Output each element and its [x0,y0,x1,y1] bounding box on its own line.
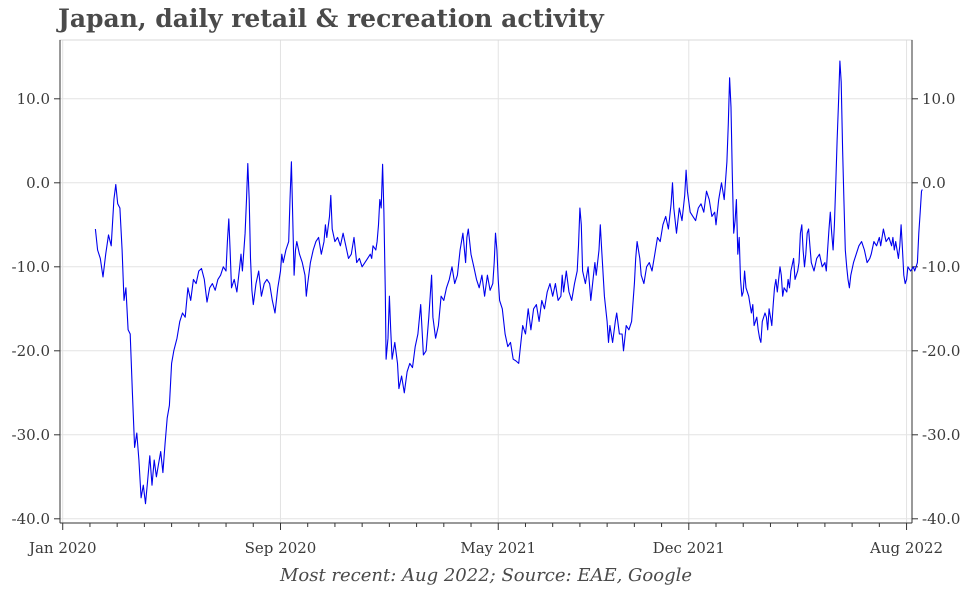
chart-footnote: Most recent: Aug 2022; Source: EAE, Goog… [279,565,693,586]
x-tick-label: Aug 2022 [869,539,943,557]
y-tick-label-left: -10.0 [12,258,50,276]
y-tick-label-right: 0.0 [922,174,946,192]
y-tick-label-left: 0.0 [26,174,50,192]
axes: 10.0 10.0 0.0 0.0 -10.0 -10.0 -20.0 -20.0 -30.0 -… [12,40,960,557]
y-tick-label-left: -20.0 [12,342,50,360]
y-tick-label-left: 10.0 [17,90,50,108]
y-tick-label-right: -10.0 [922,258,960,276]
plot-frame [59,39,913,524]
series-line [94,60,923,505]
y-tick-label-right: -30.0 [922,426,960,444]
y-tick-label-right: -20.0 [922,342,960,360]
x-tick-label: Sep 2020 [245,539,317,557]
y-tick-label-left: -30.0 [12,426,50,444]
gridlines [60,40,912,523]
chart-title: Japan, daily retail & recreation activit… [58,4,604,33]
x-tick-label: Dec 2021 [653,539,725,557]
y-tick-label-left: -40.0 [12,510,50,528]
y-tick-label-right: -40.0 [922,510,960,528]
x-tick-label: Jan 2020 [27,539,97,557]
series-group [94,60,923,505]
y-tick-label-right: 10.0 [922,90,955,108]
x-tick-label: May 2021 [460,539,536,557]
